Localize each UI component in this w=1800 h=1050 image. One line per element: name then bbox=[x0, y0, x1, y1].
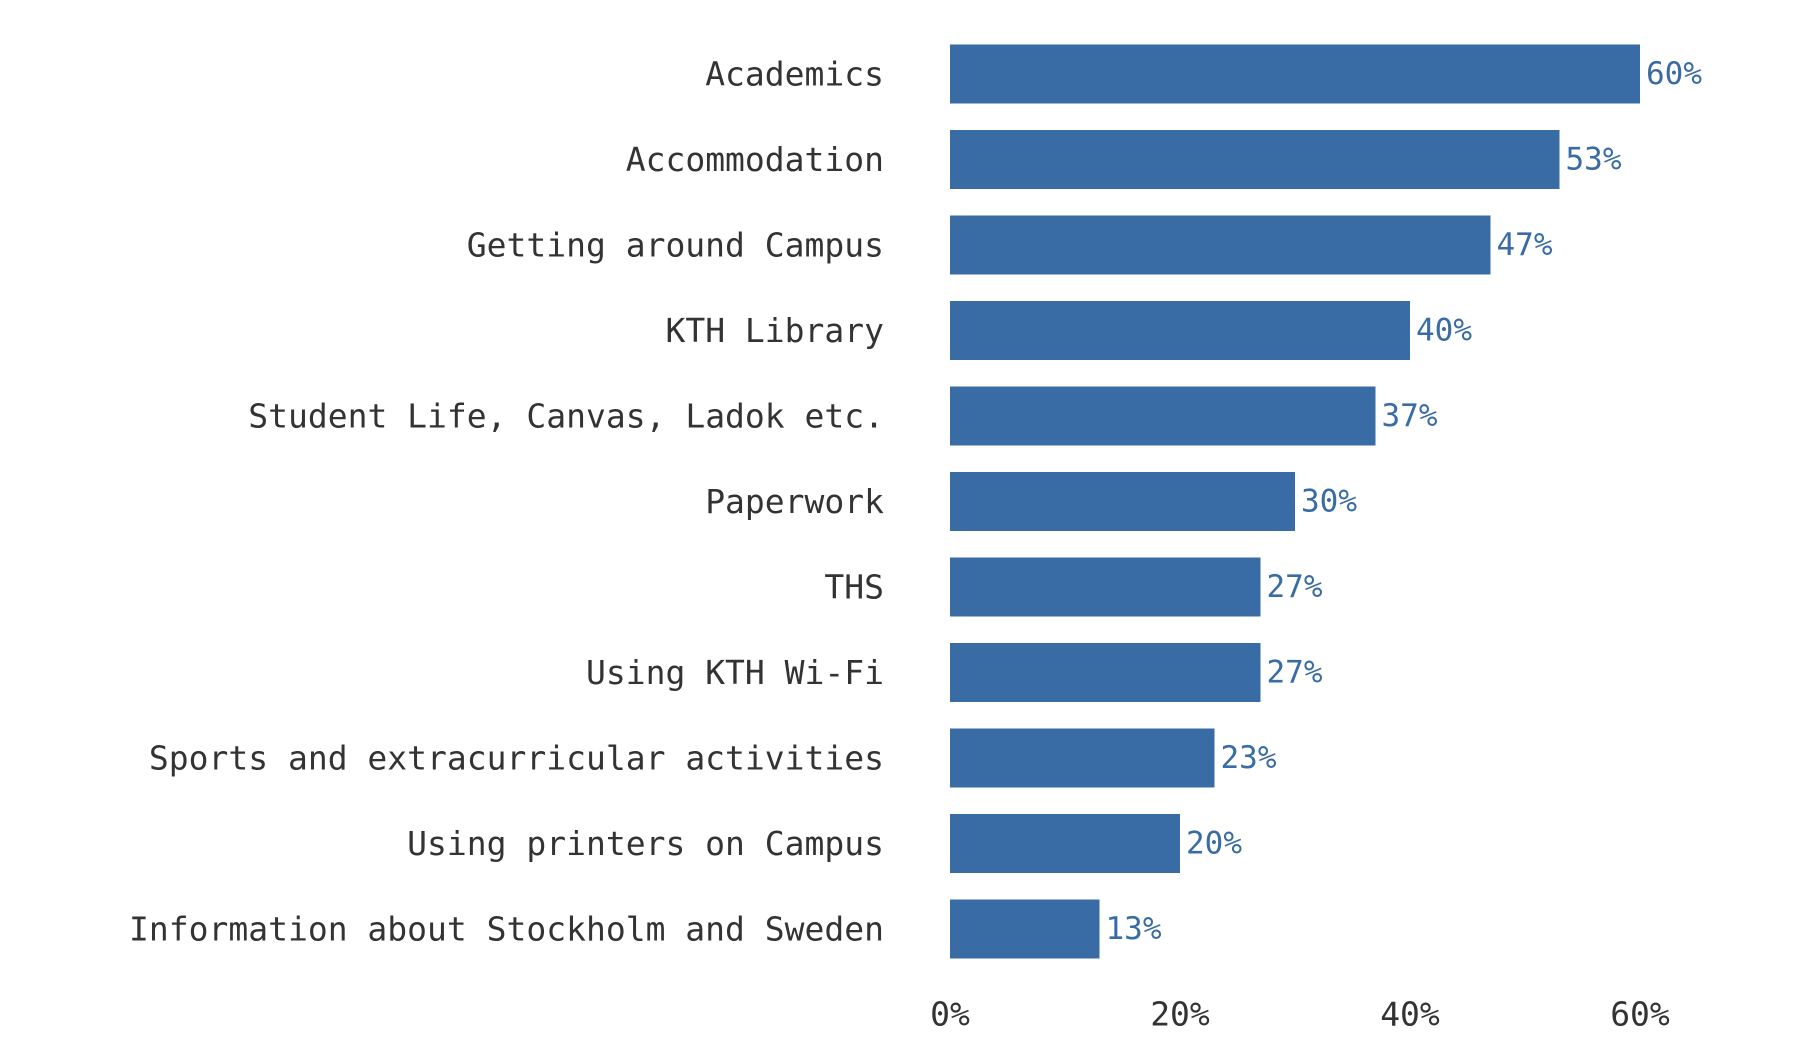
category-label: Academics bbox=[705, 55, 884, 94]
bar bbox=[950, 899, 1100, 959]
category-label: Accommodation bbox=[626, 140, 884, 179]
category-label: Student Life, Canvas, Ladok etc. bbox=[248, 397, 884, 436]
bar bbox=[950, 557, 1261, 617]
value-label: 40% bbox=[1416, 313, 1472, 349]
category-label: Information about Stockholm and Sweden bbox=[129, 910, 884, 949]
category-label: Paperwork bbox=[705, 482, 884, 521]
bar bbox=[950, 814, 1180, 873]
value-label: 27% bbox=[1267, 655, 1323, 691]
x-tick-label: 60% bbox=[1610, 995, 1670, 1034]
value-label: 20% bbox=[1186, 826, 1242, 862]
bar bbox=[950, 386, 1376, 446]
value-label: 47% bbox=[1497, 227, 1553, 263]
category-label: Sports and extracurricular activities bbox=[149, 739, 884, 778]
bar bbox=[950, 728, 1215, 788]
category-label: Getting around Campus bbox=[467, 226, 884, 265]
bar bbox=[950, 301, 1410, 360]
bars-layer bbox=[950, 44, 1640, 959]
value-label: 37% bbox=[1382, 398, 1438, 434]
category-label: THS bbox=[824, 568, 884, 607]
x-axis-ticks: 0% 20% 40% 60% bbox=[930, 995, 1670, 1034]
value-label: 23% bbox=[1221, 740, 1277, 776]
category-label: Using KTH Wi-Fi bbox=[586, 653, 884, 692]
x-tick-label: 20% bbox=[1150, 995, 1210, 1034]
category-labels: Academics Accommodation Getting around Cam… bbox=[129, 55, 884, 949]
value-label: 53% bbox=[1566, 142, 1622, 178]
bar bbox=[950, 472, 1295, 531]
value-label: 30% bbox=[1301, 484, 1357, 520]
x-tick-label: 40% bbox=[1380, 995, 1440, 1034]
value-label: 27% bbox=[1267, 569, 1323, 605]
category-label: Using printers on Campus bbox=[407, 824, 884, 863]
x-tick-label: 0% bbox=[930, 995, 970, 1034]
bar bbox=[950, 215, 1491, 275]
bar bbox=[950, 643, 1261, 702]
value-label: 60% bbox=[1646, 56, 1702, 92]
value-label: 13% bbox=[1106, 911, 1162, 947]
value-labels: 60% 53% 47% 40% 37% 30% 27% 27% 23% 20% 13% bbox=[1106, 56, 1703, 947]
bar bbox=[950, 130, 1560, 189]
bar bbox=[950, 44, 1640, 104]
category-label: KTH Library bbox=[665, 311, 884, 350]
